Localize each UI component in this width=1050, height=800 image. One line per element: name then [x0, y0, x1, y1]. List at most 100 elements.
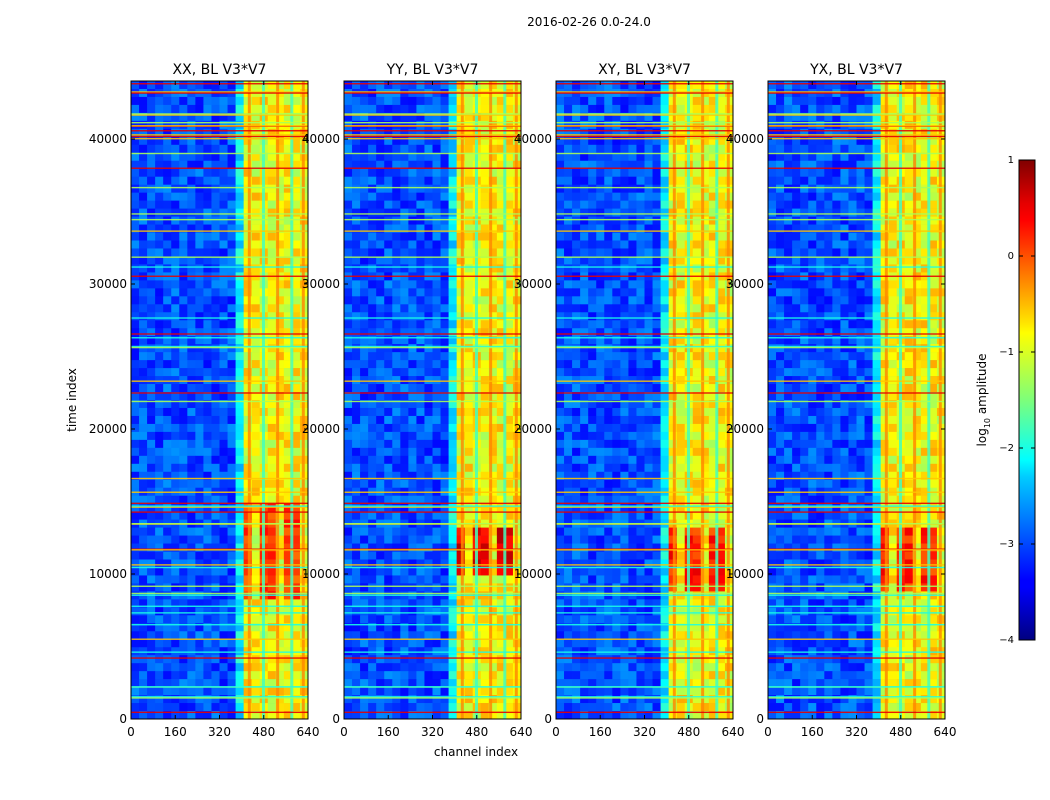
- heatmap-cell: [368, 360, 377, 369]
- heatmap-cell: [448, 248, 457, 257]
- heatmap-cell: [676, 407, 686, 417]
- heatmap-cell: [564, 360, 573, 369]
- heatmap-cell: [155, 120, 164, 130]
- heatmap-cell: [187, 527, 196, 536]
- heatmap-cell: [456, 623, 465, 632]
- heatmap-cell: [424, 360, 433, 369]
- heatmap-cell: [480, 439, 490, 449]
- heatmap-cell: [267, 280, 277, 289]
- heatmap-cell: [692, 152, 702, 162]
- heatmap-cell: [660, 144, 669, 154]
- heatmap-cell: [488, 703, 498, 712]
- heatmap-cell: [203, 152, 212, 162]
- heatmap-cell: [376, 136, 385, 146]
- heatmap-cell: [716, 304, 726, 313]
- heatmap-cell: [668, 216, 677, 225]
- heatmap-cell: [588, 152, 597, 162]
- heatmap-cell: [291, 256, 301, 265]
- heatmap-cell: [368, 368, 377, 377]
- heatmap-cell: [155, 176, 164, 185]
- heatmap-cell: [408, 184, 417, 193]
- heatmap-cell: [235, 144, 244, 154]
- heatmap-cell: [384, 471, 393, 481]
- heatmap-cell: [352, 543, 361, 552]
- heatmap-cell: [676, 112, 686, 122]
- heatmap-cell: [496, 559, 506, 568]
- heatmap-cell: [368, 671, 377, 680]
- heatmap-cell: [408, 495, 417, 504]
- heatmap-cell: [344, 431, 353, 441]
- rfi-line: [131, 218, 308, 221]
- heatmap-cell: [211, 296, 220, 305]
- heatmap-cell: [235, 463, 244, 473]
- heatmap-cell: [219, 400, 228, 409]
- rfi-line: [131, 686, 308, 688]
- heatmap-cell: [416, 695, 425, 704]
- heatmap-cell: [203, 695, 212, 704]
- heatmap-cell: [564, 463, 573, 473]
- heatmap-cell: [716, 431, 726, 441]
- heatmap-cell: [360, 663, 369, 672]
- heatmap-cell: [572, 264, 581, 273]
- heatmap-cell: [464, 543, 474, 552]
- heatmap-cell: [660, 304, 669, 313]
- heatmap-cell: [692, 192, 702, 201]
- heatmap-cell: [344, 296, 353, 305]
- heatmap-cell: [456, 647, 465, 656]
- heatmap-cell: [275, 543, 285, 552]
- heatmap-cell: [496, 671, 506, 680]
- heatmap-cell: [376, 336, 385, 345]
- heatmap-cell: [676, 423, 686, 433]
- heatmap-cell: [620, 376, 629, 385]
- heatmap-cell: [572, 471, 581, 481]
- heatmap-cell: [604, 112, 613, 122]
- heatmap-cell: [432, 527, 441, 536]
- heatmap-cell: [596, 495, 605, 504]
- heatmap-cell: [676, 232, 686, 241]
- rfi-line: [344, 114, 521, 116]
- heatmap-cell: [392, 639, 401, 648]
- heatmap-cell: [416, 415, 425, 425]
- heatmap-cell: [147, 671, 156, 680]
- heatmap-cell: [612, 312, 621, 321]
- heatmap-cell: [636, 392, 645, 401]
- heatmap-cell: [376, 543, 385, 552]
- heatmap-cell: [195, 168, 204, 177]
- rfi-line: [131, 605, 308, 607]
- heatmap-cell: [652, 248, 661, 257]
- heatmap-cell: [235, 352, 244, 361]
- rfi-line: [131, 152, 308, 155]
- heatmap-cell: [588, 136, 597, 146]
- heatmap-cell: [620, 527, 629, 536]
- heatmap-cell: [668, 208, 677, 217]
- heatmap-cell: [195, 607, 204, 616]
- heatmap-cell: [556, 136, 565, 146]
- heatmap-cell: [564, 535, 573, 544]
- heatmap-cell: [243, 96, 252, 106]
- heatmap-cell: [604, 144, 613, 154]
- heatmap-cell: [131, 216, 140, 225]
- heatmap-cell: [187, 567, 196, 576]
- heatmap-cell: [352, 623, 361, 632]
- heatmap-cell: [203, 703, 212, 712]
- heatmap-cell: [267, 423, 277, 433]
- heatmap-cell: [243, 647, 252, 656]
- heatmap-cell: [700, 439, 710, 449]
- heatmap-cell: [408, 695, 417, 704]
- heatmap-cell: [163, 376, 172, 385]
- heatmap-cell: [636, 104, 645, 114]
- heatmap-cell: [131, 623, 140, 632]
- heatmap-cell: [147, 320, 156, 329]
- heatmap-cell: [211, 344, 220, 353]
- heatmap-cell: [227, 256, 236, 265]
- heatmap-cell: [668, 423, 677, 433]
- heatmap-cell: [211, 192, 220, 201]
- heatmap-cell: [384, 184, 393, 193]
- heatmap-cell: [596, 527, 605, 536]
- heatmap-cell: [360, 392, 369, 401]
- heatmap-cell: [424, 415, 433, 425]
- heatmap-cell: [620, 415, 629, 425]
- heatmap-cell: [676, 256, 686, 265]
- heatmap-cell: [692, 344, 702, 353]
- heatmap-cell: [283, 264, 293, 273]
